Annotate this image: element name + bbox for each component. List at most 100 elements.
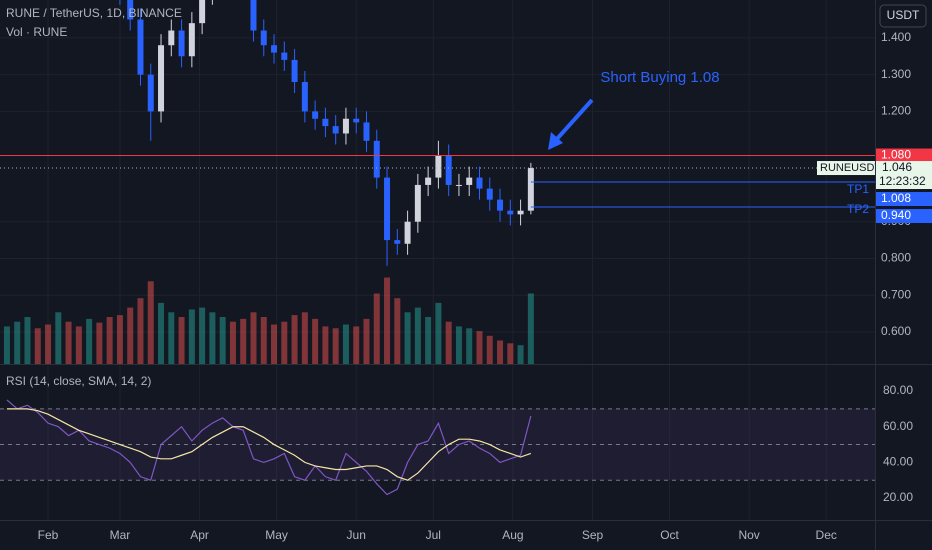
candle-body [435,155,442,178]
candle-body [188,23,195,57]
volume-bar [178,317,185,364]
volume-bar [373,293,380,364]
arrow-head [548,132,563,150]
last-price-label: 1.046 [882,160,912,174]
candle-body [127,0,134,20]
candle-body [342,118,349,134]
volume-bar [332,328,339,364]
candle-body [312,111,319,119]
volume-bar [106,317,113,364]
volume-bar [240,318,247,364]
volume-bar [271,324,278,364]
entry-price-label: 1.080 [881,148,911,162]
volume-bar [384,277,391,364]
volume-bar [291,315,298,364]
volume-bar [363,318,370,364]
countdown: 12:23:32 [879,174,926,188]
candle-body [322,118,329,127]
candle-body [353,118,360,123]
volume-bar [497,340,504,364]
volume-bar [55,312,62,364]
volume-bar [342,324,349,364]
candle-body [486,188,493,200]
x-tick-label: Jul [426,528,441,542]
y-tick-label: 0.700 [881,287,911,301]
rsi-line [6,408,532,481]
y-tick-label: 1.300 [881,67,911,81]
volume-bar [414,307,421,364]
price-pane [0,0,875,364]
volume-bar [517,345,524,364]
overlay: 0.6000.7000.8000.9001.2001.3001.400FebMa… [0,30,932,542]
volume-bar [45,324,52,364]
volume-bar [65,321,72,364]
candle-body [291,59,298,82]
volume-bar [209,312,216,364]
candle-body [384,177,391,241]
candle-body [158,45,165,112]
volume-bar [466,328,473,364]
volume-bar [168,312,175,364]
volume-bar [229,321,236,364]
volume-bar [527,293,534,364]
candle-body [168,30,175,46]
volume-bar [312,318,319,364]
y-tick-label: 1.400 [881,30,911,44]
candle-body [199,0,206,24]
y-tick-label: 60.00 [883,419,913,433]
volume-bar [486,335,493,364]
volume-bar [250,312,257,364]
target-price-box [876,209,932,224]
last-price-box [876,161,932,190]
volume-bar [188,309,195,364]
volume-bar [3,326,10,364]
volume-bar [455,326,462,364]
x-tick-label: May [265,528,288,542]
candle-body [445,155,452,185]
candle-body [404,221,411,244]
candle-body [271,45,278,53]
candle-body [497,199,504,211]
y-tick-label: 0.800 [881,251,911,265]
candle-body [260,30,267,46]
target-price-label: 1.008 [881,191,911,205]
rsi-line [6,399,532,496]
x-tick-label: Aug [502,528,523,542]
volume-bar [96,322,103,364]
x-tick-label: Apr [190,528,209,542]
x-tick-label: Jun [347,528,366,542]
volume-bar [445,321,452,364]
x-tick-label: Feb [38,528,59,542]
y-tick-label: 40.00 [883,455,913,469]
candle-body [332,126,339,134]
unit-label[interactable]: USDT [887,8,920,22]
candle-body [394,240,401,244]
volume-bar [404,312,411,364]
target-price-box [876,192,932,207]
arrow [554,98,594,142]
candle-body [414,184,421,222]
y-tick-label: 20.00 [883,490,913,504]
target-name: TP2 [847,202,869,216]
candle-body [527,168,534,211]
annotation: Short Buying 1.08 [600,69,719,86]
volume-bar [219,317,226,364]
volume-bar [137,298,144,364]
x-tick-label: Mar [110,528,131,542]
volume-bar [34,328,41,364]
entry-price-box [876,148,932,163]
candle-body [455,184,462,186]
unit-button[interactable] [879,4,927,28]
volume-bar [394,298,401,364]
volume-bar [158,302,165,364]
candle-body [137,19,144,75]
y-tick-label: 0.600 [881,324,911,338]
y-tick-label: 1.200 [881,104,911,118]
candle-body [178,30,185,57]
candle-body [301,81,308,112]
volume-bar [199,307,206,364]
volume-title: Vol · RUNE [6,25,67,39]
volume-bar [116,315,123,364]
x-tick-label: Dec [816,528,837,542]
